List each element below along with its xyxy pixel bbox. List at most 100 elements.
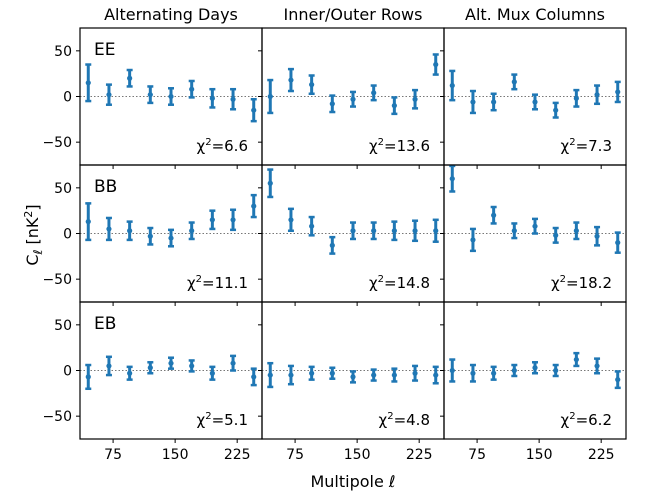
- data-point: [449, 367, 455, 374]
- data-point: [288, 77, 294, 83]
- data-point: [433, 61, 439, 68]
- data-point: [391, 103, 397, 109]
- x-tick-label: 225: [406, 447, 433, 463]
- data-point: [594, 92, 600, 98]
- data-point: [230, 360, 236, 366]
- data-point: [532, 99, 538, 105]
- panel-eb-1: 50 0 −50 75 150 225 EB χ2=5.1: [42, 301, 263, 463]
- y-tick-label: 0: [63, 90, 72, 106]
- row-label: EE: [94, 40, 115, 60]
- chi2-label: χ2=4.8: [379, 411, 430, 429]
- data-point: [168, 360, 174, 366]
- data-point: [168, 93, 174, 100]
- data-point: [594, 233, 600, 239]
- data-point: [491, 212, 497, 218]
- data-point: [85, 374, 91, 380]
- chi2-label: χ2=14.8: [369, 274, 430, 292]
- chi2-label: χ2=7.3: [561, 137, 612, 155]
- data-point: [209, 217, 215, 223]
- data-point: [230, 96, 236, 102]
- data-point: [309, 370, 315, 376]
- data-point: [189, 86, 195, 92]
- x-axis-label: Multipole ℓ: [310, 472, 395, 491]
- x-tick-label: 75: [104, 447, 122, 463]
- data-point: [491, 99, 497, 105]
- data-point: [615, 377, 621, 383]
- data-point: [288, 372, 294, 378]
- data-point: [470, 99, 476, 105]
- data-point: [329, 370, 335, 376]
- data-point: [412, 228, 418, 234]
- data-point: [251, 203, 257, 209]
- data-point: [573, 356, 579, 363]
- data-point: [615, 89, 621, 95]
- data-point: [106, 363, 112, 369]
- data-point: [127, 75, 133, 81]
- panel-ee-2: χ2=13.6: [258, 27, 445, 169]
- chi2-label: χ2=6.2: [561, 411, 612, 429]
- data-point: [511, 228, 517, 234]
- x-tick-label: 225: [224, 447, 251, 463]
- data-point: [209, 95, 215, 101]
- panel-ee-3: χ2=7.3: [440, 27, 627, 169]
- panel-frame: [443, 301, 627, 440]
- panel-ee-1: 50 0 −50 EE χ2=6.6: [42, 27, 263, 169]
- y-tick-label: 50: [54, 318, 72, 334]
- column-title-1: Alternating Days: [104, 5, 238, 24]
- data-point: [267, 93, 273, 100]
- x-tick-label: 150: [162, 447, 189, 463]
- data-point: [615, 240, 621, 246]
- data-point: [309, 82, 315, 88]
- data-point: [553, 367, 559, 374]
- data-point: [433, 372, 439, 378]
- data-point: [127, 370, 133, 376]
- chi2-label: χ2=18.2: [551, 274, 612, 292]
- data-point: [189, 228, 195, 234]
- data-point: [329, 242, 335, 248]
- y-tick-label: 50: [54, 181, 72, 197]
- row-label: EB: [94, 314, 116, 334]
- data-point: [532, 223, 538, 229]
- x-tick-label: 150: [344, 447, 371, 463]
- data-point: [230, 217, 236, 223]
- y-tick-label: 50: [54, 44, 72, 60]
- data-point: [267, 372, 273, 378]
- panel-eb-3: 75 150 225 χ2=6.2: [440, 301, 627, 463]
- chi2-label: χ2=6.6: [197, 137, 248, 155]
- data-point: [412, 370, 418, 376]
- data-point: [573, 228, 579, 234]
- data-point: [309, 223, 315, 229]
- x-tick-label: 150: [526, 447, 553, 463]
- data-point: [251, 374, 257, 380]
- column-title-3: Alt. Mux Columns: [465, 5, 605, 24]
- data-point: [189, 363, 195, 369]
- data-point: [127, 228, 133, 234]
- data-point: [168, 235, 174, 241]
- data-point: [553, 107, 559, 113]
- data-point: [288, 217, 294, 223]
- chi2-label: χ2=13.6: [369, 137, 430, 155]
- column-title-2: Inner/Outer Rows: [284, 5, 423, 24]
- data-point: [147, 92, 153, 98]
- data-point: [350, 228, 356, 234]
- data-point: [391, 372, 397, 378]
- y-tick-label: −50: [42, 135, 72, 151]
- chi2-label: χ2=11.1: [187, 274, 248, 292]
- data-point: [147, 233, 153, 239]
- panel-bb-2: χ2=14.8: [258, 164, 445, 306]
- x-tick-label: 75: [468, 447, 486, 463]
- data-point: [329, 101, 335, 107]
- data-point: [594, 363, 600, 369]
- data-point: [267, 180, 273, 186]
- data-point: [470, 237, 476, 243]
- panel-grid: 50 0 −50 EE χ2=6.6 χ2=13.6 χ2=7.3 50 0 −50 BB χ2=11…: [42, 27, 627, 463]
- data-point: [532, 365, 538, 371]
- data-point: [147, 365, 153, 371]
- panel-eb-2: 75 150 225 χ2=4.8: [258, 301, 445, 463]
- data-point: [251, 107, 257, 113]
- y-tick-label: −50: [42, 272, 72, 288]
- data-point: [371, 90, 377, 96]
- data-point: [553, 232, 559, 238]
- chi2-label: χ2=5.1: [197, 411, 248, 429]
